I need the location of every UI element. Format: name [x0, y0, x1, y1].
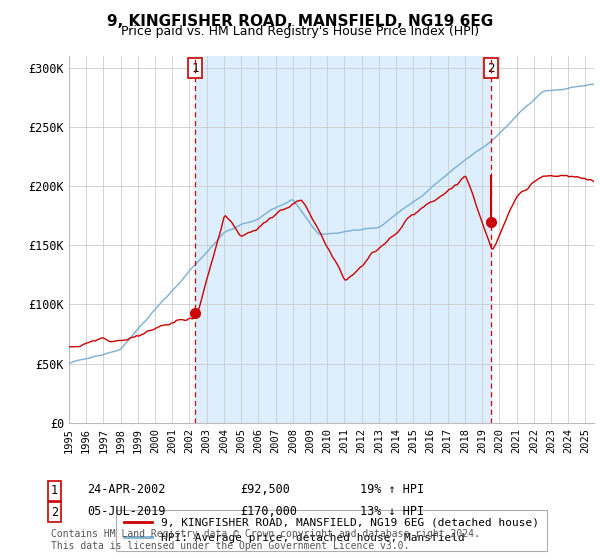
- Text: 9, KINGFISHER ROAD, MANSFIELD, NG19 6EG: 9, KINGFISHER ROAD, MANSFIELD, NG19 6EG: [107, 14, 493, 29]
- Text: 2: 2: [487, 62, 494, 74]
- Text: 1: 1: [191, 62, 199, 74]
- Text: 05-JUL-2019: 05-JUL-2019: [87, 505, 166, 517]
- Text: 19% ↑ HPI: 19% ↑ HPI: [360, 483, 424, 496]
- Text: 24-APR-2002: 24-APR-2002: [87, 483, 166, 496]
- Text: Price paid vs. HM Land Registry's House Price Index (HPI): Price paid vs. HM Land Registry's House …: [121, 25, 479, 38]
- Legend: 9, KINGFISHER ROAD, MANSFIELD, NG19 6EG (detached house), HPI: Average price, de: 9, KINGFISHER ROAD, MANSFIELD, NG19 6EG …: [116, 510, 547, 551]
- Text: 2: 2: [51, 506, 58, 519]
- Text: £92,500: £92,500: [240, 483, 290, 496]
- Bar: [195, 56, 491, 423]
- Bar: [586, 56, 594, 423]
- Text: 13% ↓ HPI: 13% ↓ HPI: [360, 505, 424, 517]
- Text: £170,000: £170,000: [240, 505, 297, 517]
- Bar: [586, 56, 594, 423]
- Text: 1: 1: [51, 484, 58, 497]
- Text: Contains HM Land Registry data © Crown copyright and database right 2024.
This d: Contains HM Land Registry data © Crown c…: [51, 529, 480, 551]
